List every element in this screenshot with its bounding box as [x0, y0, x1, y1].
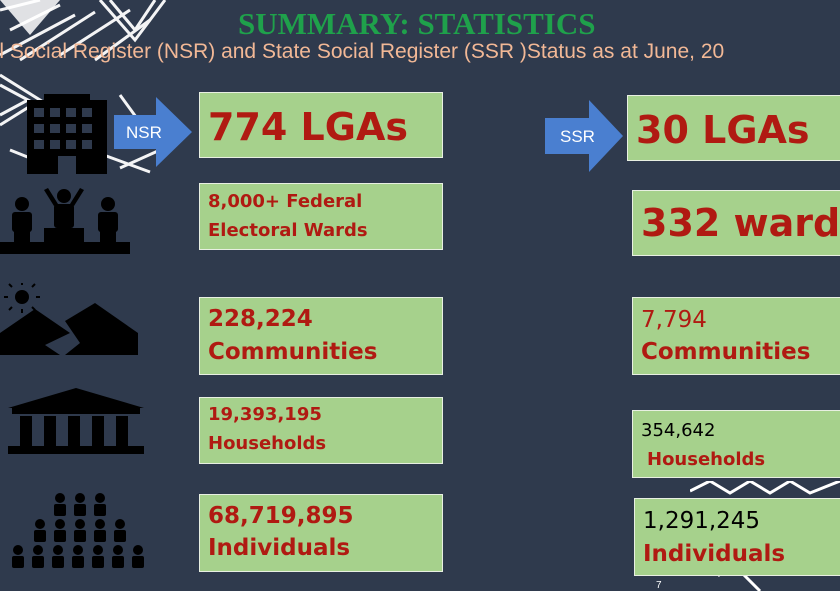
ssr-arrow-icon: [545, 100, 623, 172]
ssr-individuals-value: 1,291,245: [643, 508, 761, 534]
sun-mountains-icon: [0, 283, 138, 355]
ssr-lgas-box: 30 LGAs: [627, 95, 840, 161]
crowd-icon: [12, 493, 144, 568]
nsr-lgas-box: 774 LGAs: [199, 92, 443, 158]
page-number: 7: [656, 580, 662, 591]
ssr-wards-box: 332 wards: [632, 190, 840, 256]
government-building-icon: [8, 388, 144, 454]
nsr-households-value: 19,393,195: [208, 404, 322, 425]
building-icon: [27, 94, 107, 174]
nsr-communities-value: 228,224: [208, 306, 313, 332]
nsr-lgas-value: 774 LGAs: [208, 105, 408, 149]
ssr-individuals-box: 1,291,245 Individuals: [634, 498, 840, 576]
ssr-wards-value: 332 wards: [641, 201, 840, 245]
nsr-wards-box: 8,000+ Federal Electoral Wards: [199, 183, 443, 250]
ssr-communities-box: 7,794 Communities: [632, 297, 840, 375]
nsr-communities-box: 228,224 Communities: [199, 297, 443, 375]
nsr-individuals-label: Individuals: [208, 535, 351, 561]
nsr-individuals-box: 68,719,895 Individuals: [199, 494, 443, 572]
nsr-wards-line2: Electoral Wards: [208, 220, 368, 241]
ssr-lgas-value: 30 LGAs: [636, 108, 810, 152]
page-subtitle: nal Social Register (NSR) and State Soci…: [0, 40, 725, 63]
nsr-households-box: 19,393,195 Households: [199, 397, 443, 464]
ssr-arrow-label: SSR: [560, 127, 595, 146]
ssr-communities-label: Communities: [641, 339, 811, 365]
nsr-arrow-label: NSR: [126, 123, 162, 142]
nsr-arrow-icon: [114, 97, 192, 167]
ssr-individuals-label: Individuals: [643, 541, 786, 567]
ssr-communities-value: 7,794: [641, 307, 707, 333]
page-title: SUMMARY: STATISTICS: [238, 6, 596, 41]
nsr-households-label: Households: [208, 433, 327, 454]
ssr-households-label: Households: [647, 449, 766, 470]
nsr-individuals-value: 68,719,895: [208, 503, 354, 529]
people-podium-icon: [0, 188, 130, 254]
nsr-communities-label: Communities: [208, 339, 378, 365]
ssr-households-box: 354,642 Households: [632, 410, 840, 478]
ssr-households-value: 354,642: [641, 420, 716, 441]
nsr-wards-line1: 8,000+ Federal: [208, 191, 363, 212]
